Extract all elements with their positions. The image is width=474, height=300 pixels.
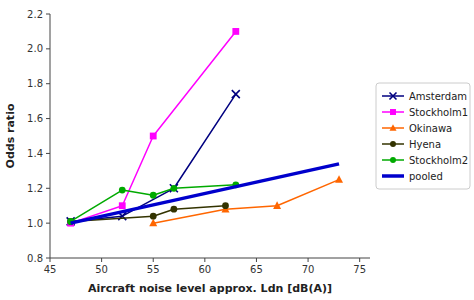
marker-circle bbox=[222, 202, 229, 209]
series-line bbox=[71, 31, 236, 223]
y-tick-label: 1.4 bbox=[27, 148, 43, 159]
chart: 45 50 55 60 65 70 75 0.8 1.0 1.2 1.4 1.6 1.8 2.0 2.2 Ai… bbox=[0, 0, 474, 300]
x-tick bbox=[308, 258, 309, 262]
y-tick-label: 2.2 bbox=[27, 9, 43, 20]
legend-label: pooled bbox=[409, 171, 443, 182]
y-tick bbox=[46, 48, 50, 49]
y-axis-label: Odds ratio bbox=[4, 103, 17, 168]
x-tick-label: 55 bbox=[147, 264, 160, 275]
y-tick bbox=[46, 83, 50, 84]
x-axis-line bbox=[50, 258, 370, 259]
x-tick bbox=[256, 258, 257, 262]
legend-label: Amsterdam bbox=[409, 91, 467, 102]
y-tick-label: 2.0 bbox=[27, 43, 43, 54]
x-tick-label: 60 bbox=[198, 264, 211, 275]
y-tick bbox=[46, 153, 50, 154]
y-tick-label: 0.8 bbox=[27, 253, 43, 264]
legend-label: Okinawa bbox=[409, 123, 452, 134]
legend-label: Stockholm2 bbox=[409, 155, 468, 166]
x-tick-label: 70 bbox=[302, 264, 315, 275]
y-tick-label: 1.6 bbox=[27, 113, 43, 124]
marker-square bbox=[150, 133, 157, 140]
x-tick bbox=[101, 258, 102, 262]
marker-x bbox=[390, 93, 397, 100]
legend-box bbox=[376, 83, 470, 189]
legend-label: Hyena bbox=[409, 139, 441, 150]
marker-triangle bbox=[390, 124, 397, 131]
marker-square bbox=[119, 202, 126, 209]
x-tick-label: 75 bbox=[353, 264, 366, 275]
legend-swatch bbox=[382, 174, 404, 178]
y-tick-label: 1.8 bbox=[27, 78, 43, 89]
y-tick-label: 1.2 bbox=[27, 183, 43, 194]
marker-triangle bbox=[149, 219, 157, 227]
y-tick bbox=[46, 14, 50, 15]
marker-circle bbox=[170, 185, 177, 192]
series-line bbox=[71, 164, 339, 223]
legend-label: Stockholm1 bbox=[409, 107, 468, 118]
x-tick-label: 45 bbox=[44, 264, 57, 275]
legend: Amsterdam Stockholm1 Okinawa Hyena Stockholm… bbox=[376, 83, 470, 189]
y-tick bbox=[46, 188, 50, 189]
x-tick bbox=[204, 258, 205, 262]
marker-square bbox=[232, 28, 239, 35]
x-tick bbox=[50, 258, 51, 262]
marker-x bbox=[170, 184, 178, 192]
series bbox=[67, 28, 239, 227]
marker-x bbox=[232, 90, 240, 98]
x-tick bbox=[359, 258, 360, 262]
y-tick-label: 1.0 bbox=[27, 218, 43, 229]
marker-circle bbox=[150, 213, 157, 220]
x-axis-label: Aircraft noise level approx. Ldn [dB(A)] bbox=[88, 282, 332, 295]
y-tick bbox=[46, 223, 50, 224]
marker-circle bbox=[170, 206, 177, 213]
marker-circle bbox=[390, 157, 396, 163]
plot-area bbox=[67, 28, 343, 227]
series bbox=[71, 164, 339, 223]
axes: 45 50 55 60 65 70 75 0.8 1.0 1.2 1.4 1.6 1.8 2.0 2.2 bbox=[27, 9, 370, 276]
marker-circle bbox=[390, 141, 396, 147]
x-tick bbox=[153, 258, 154, 262]
marker-circle bbox=[150, 192, 157, 199]
series-line bbox=[71, 94, 236, 221]
y-axis-line bbox=[50, 14, 51, 258]
y-tick bbox=[46, 118, 50, 119]
marker-triangle bbox=[273, 201, 281, 209]
y-tick bbox=[46, 258, 50, 259]
marker-square bbox=[390, 109, 396, 115]
x-tick-label: 50 bbox=[95, 264, 108, 275]
marker-triangle bbox=[335, 175, 343, 183]
marker-circle bbox=[119, 187, 126, 194]
x-tick-label: 65 bbox=[250, 264, 263, 275]
